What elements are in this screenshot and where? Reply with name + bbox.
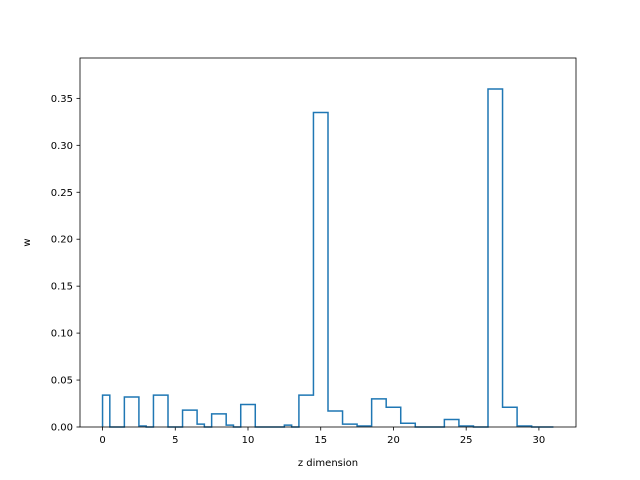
x-tick-label: 10 — [242, 435, 255, 446]
y-tick-label: 0.10 — [51, 329, 73, 340]
y-tick-label: 0.00 — [51, 423, 73, 434]
y-tick-label: 0.20 — [51, 235, 73, 246]
x-axis-label: z dimension — [298, 458, 358, 469]
y-tick-label: 0.35 — [51, 94, 73, 105]
y-axis-label: w — [22, 238, 33, 246]
y-tick-label: 0.25 — [51, 188, 73, 199]
x-axis-ticks: 0 5 10 15 20 25 30 — [99, 427, 545, 446]
y-tick-label: 0.30 — [51, 141, 73, 152]
histogram-step-line — [101, 88, 554, 428]
y-tick-label: 0.15 — [51, 282, 73, 293]
x-tick-label: 15 — [314, 435, 327, 446]
y-axis-ticks: 0.00 0.05 0.10 0.15 0.20 0.25 0.30 0.35 — [51, 94, 80, 434]
y-tick-label: 0.05 — [51, 376, 73, 387]
x-tick-label: 5 — [172, 435, 178, 446]
x-tick-label: 0 — [99, 435, 105, 446]
x-tick-label: 25 — [460, 435, 473, 446]
plot-area-frame — [79, 57, 577, 428]
x-tick-label: 20 — [387, 435, 400, 446]
x-tick-label: 30 — [533, 435, 546, 446]
